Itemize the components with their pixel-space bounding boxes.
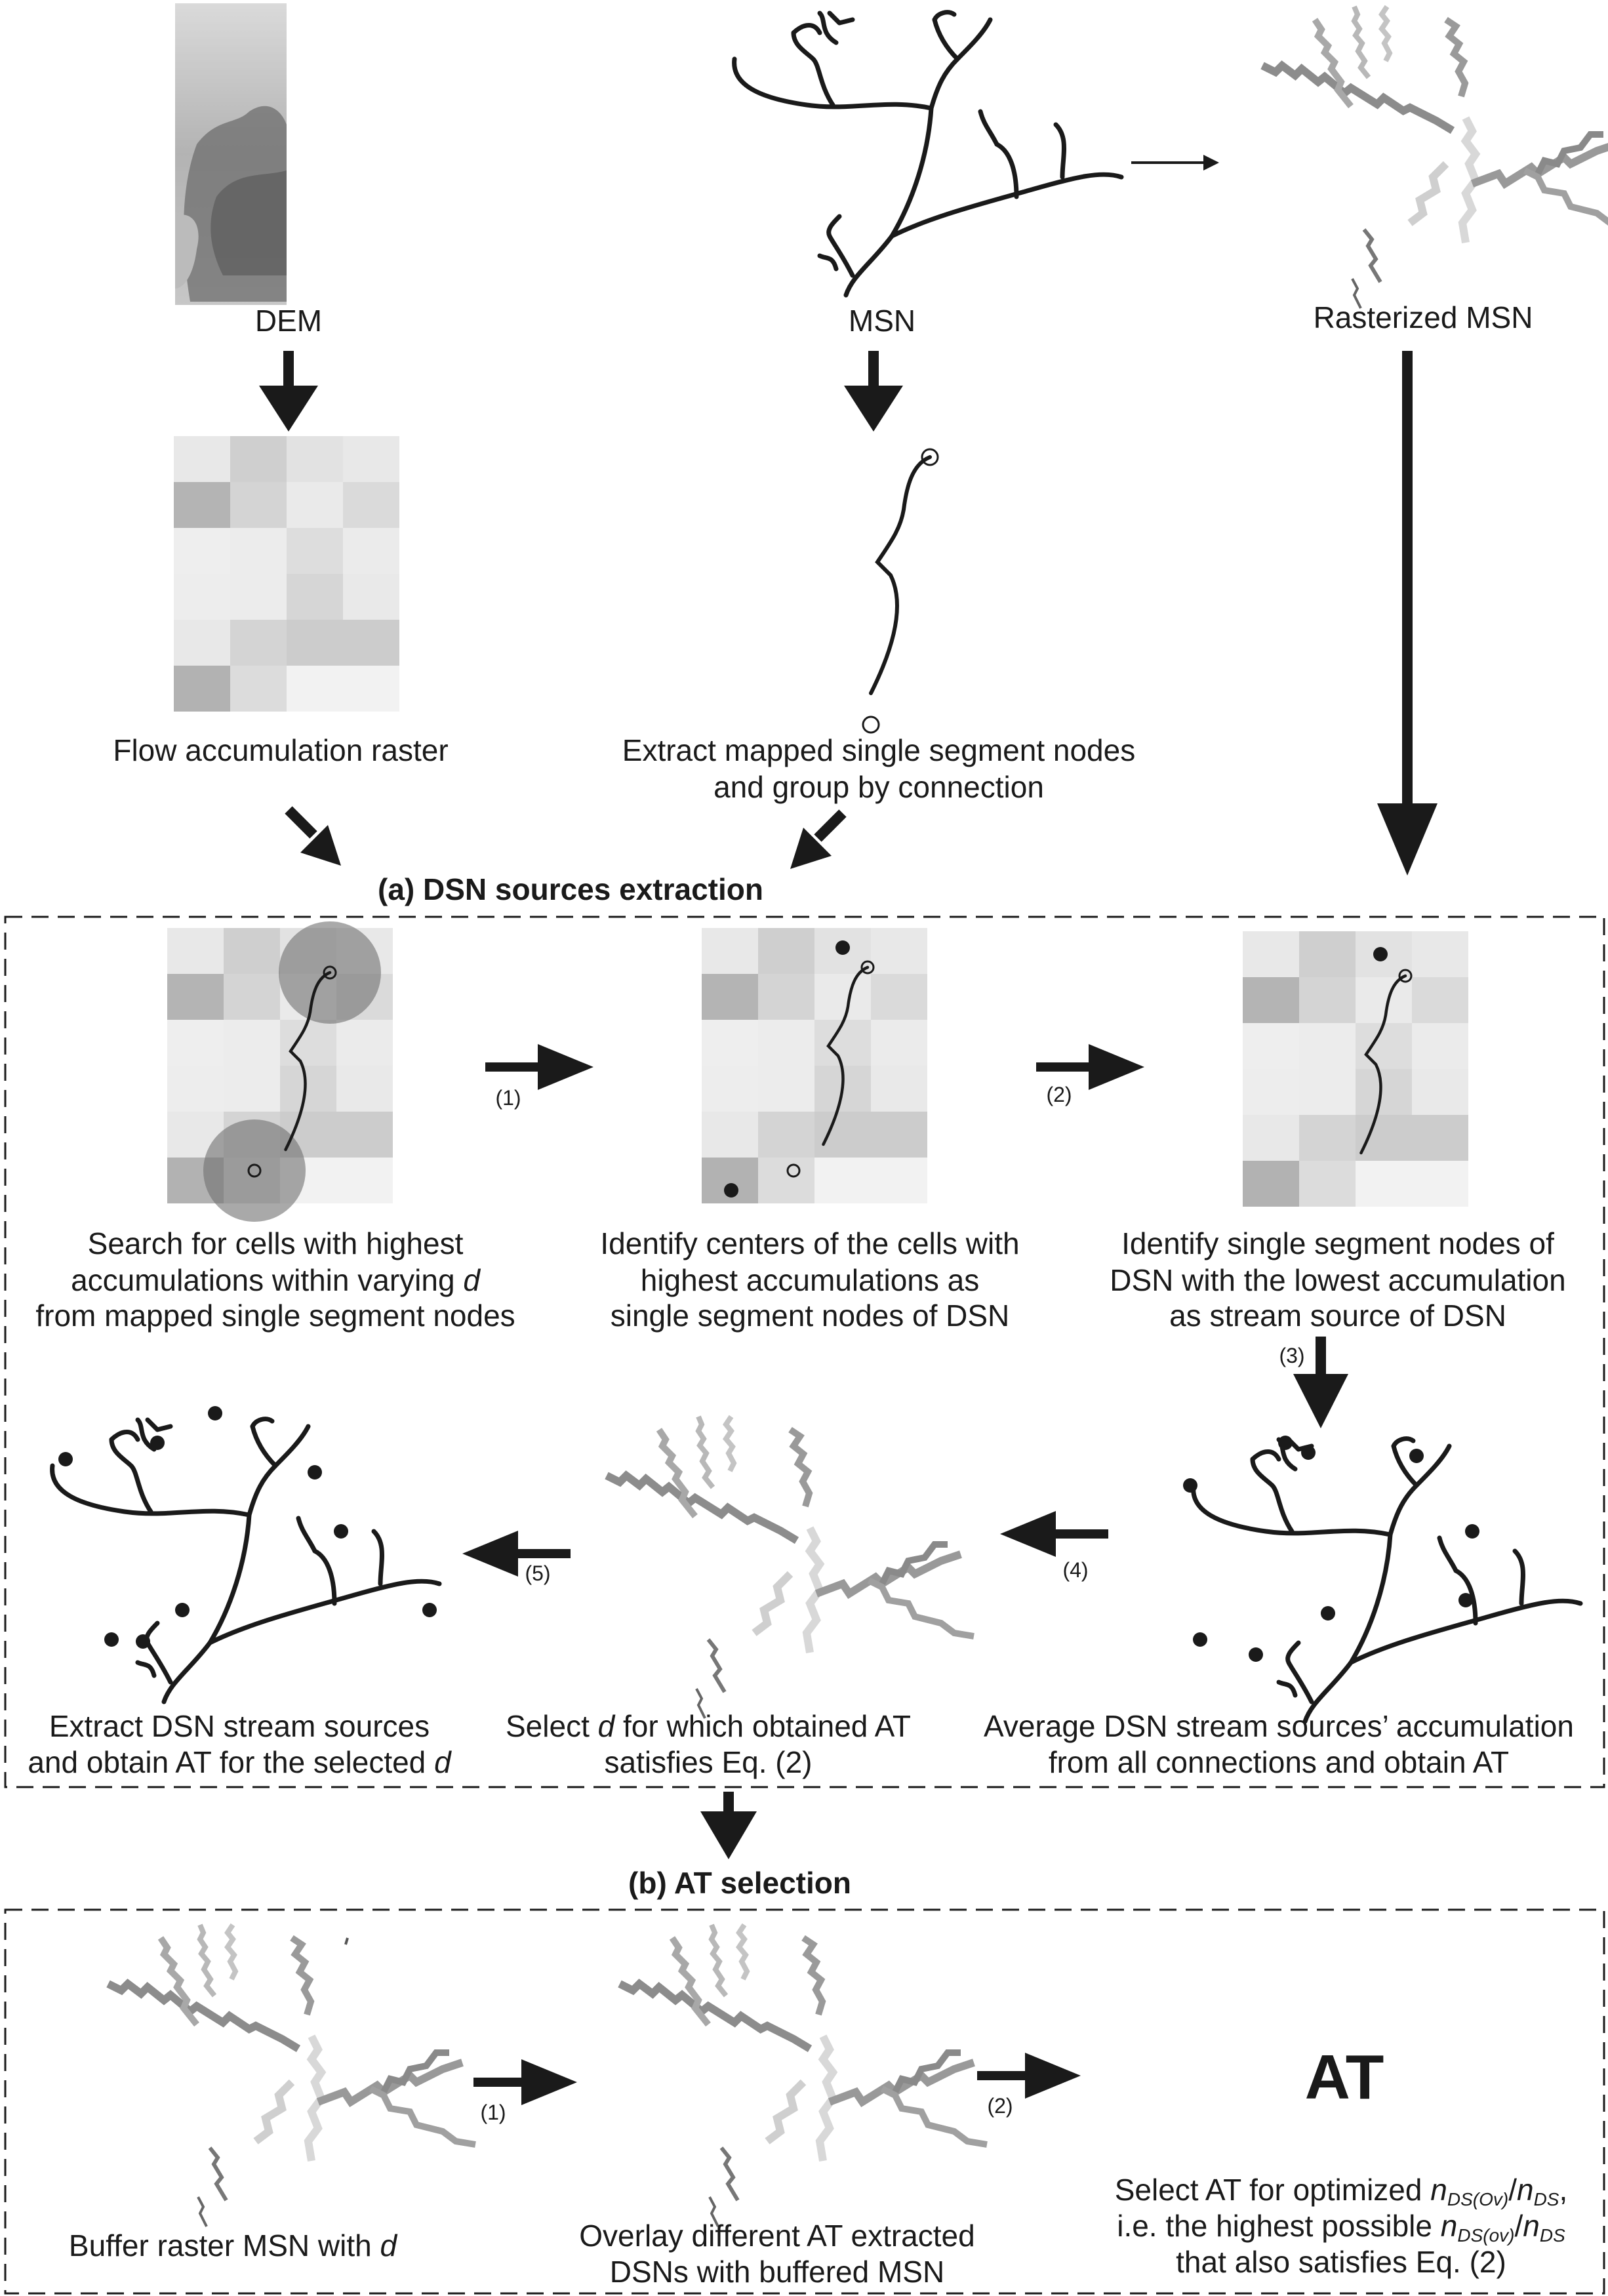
flow-accumulation-label: Flow accumulation raster: [113, 733, 448, 767]
arrow-dem-to-flow: [259, 351, 318, 432]
select-at-line3: that also satisfies Eq. (2): [1176, 2245, 1506, 2279]
identify-nodes-line1: Identify single segment nodes of: [1121, 1226, 1554, 1260]
search-caption-line3: from mapped single segment nodes: [35, 1299, 515, 1333]
search-caption-line2: accumulations within varying d: [71, 1263, 481, 1297]
arrow-step-2-b: [977, 2053, 1081, 2099]
extract-label-line1: Extract mapped single segment nodes: [622, 733, 1135, 767]
dem-image: [175, 3, 287, 305]
average-line1: Average DSN stream sources’ accumulation: [984, 1709, 1574, 1743]
arrow-step-1-a: [485, 1044, 593, 1090]
section-a-title: (a) DSN sources extraction: [378, 872, 763, 906]
select-d-line1: Select d for which obtained AT: [506, 1709, 911, 1743]
step-5-label: (5): [525, 1561, 550, 1585]
step-1-a-label: (1): [495, 1086, 521, 1110]
identify-nodes-raster-panel: [1243, 931, 1468, 1207]
average-line2: from all connections and obtain AT: [1049, 1745, 1509, 1779]
step-2-a-label: (2): [1046, 1083, 1072, 1106]
dem-label: DEM: [255, 304, 322, 338]
flow-accumulation-raster: [174, 436, 399, 712]
section-b-title: (b) AT selection: [628, 1866, 851, 1900]
msn-label: MSN: [849, 304, 915, 338]
overlay-dsn-network: [620, 1925, 987, 2226]
overlay-caption-line2: DSNs with buffered MSN: [610, 2255, 944, 2289]
arrow-step-4: [1000, 1511, 1108, 1557]
step-1-b-label: (1): [480, 2101, 506, 2124]
identify-nodes-line2: DSN with the lowest accumulation: [1110, 1263, 1565, 1297]
arrow-step-2-a: [1036, 1044, 1144, 1090]
dsn-sources-network: [52, 1406, 439, 1702]
section-a-box: [4, 916, 1605, 1788]
search-caption-line1: Search for cells with highest: [88, 1226, 464, 1260]
identify-centers-raster-panel: [702, 928, 927, 1203]
arrow-msn-to-extract: [844, 351, 903, 432]
step-3-label: (3): [1279, 1344, 1304, 1367]
extract-sources-line2: and obtain AT for the selected d: [28, 1745, 452, 1779]
average-sources-network: [1183, 1436, 1580, 1722]
buffer-caption: Buffer raster MSN with d: [69, 2228, 398, 2263]
extract-label-line2: and group by connection: [714, 770, 1044, 804]
extract-sources-line1: Extract DSN stream sources: [49, 1709, 430, 1743]
identify-centers-line1: Identify centers of the cells with: [600, 1226, 1019, 1260]
select-at-line2: i.e. the highest possible nDS(ov)/nDS: [1117, 2209, 1565, 2246]
identify-centers-line3: single segment nodes of DSN: [611, 1299, 1010, 1333]
step-2-b-label: (2): [987, 2094, 1013, 2118]
single-segment-stream: [862, 448, 939, 734]
at-result: AT: [1305, 2042, 1384, 2112]
select-d-buffered-network: [607, 1417, 974, 1718]
search-raster-panel: [167, 921, 393, 1222]
identify-nodes-line3: as stream source of DSN: [1169, 1299, 1506, 1333]
arrow-rasterized-down: [1377, 351, 1437, 876]
section-b-box: [4, 1908, 1605, 2295]
buffer-raster-msn: [108, 1925, 475, 2226]
step-4-label: (4): [1062, 1558, 1088, 1582]
arrow-flow-to-section-a: [285, 806, 341, 866]
msn-network: [734, 12, 1121, 295]
arrow-extract-to-section-a: [790, 809, 847, 869]
arrow-step-5: [462, 1531, 571, 1577]
identify-centers-line2: highest accumulations as: [641, 1263, 980, 1297]
select-at-line1: Select AT for optimized nDS(Ov)/nDS,: [1115, 2173, 1568, 2209]
rasterized-msn: [1262, 7, 1608, 308]
rasterized-msn-label: Rasterized MSN: [1314, 300, 1533, 334]
arrow-step-3: [1293, 1337, 1348, 1428]
select-d-line2: satisfies Eq. (2): [605, 1745, 813, 1779]
overlay-caption-line1: Overlay different AT extracted: [579, 2219, 975, 2253]
arrow-step-1-b: [473, 2059, 577, 2105]
arrow-section-a-to-b: [700, 1792, 757, 1859]
